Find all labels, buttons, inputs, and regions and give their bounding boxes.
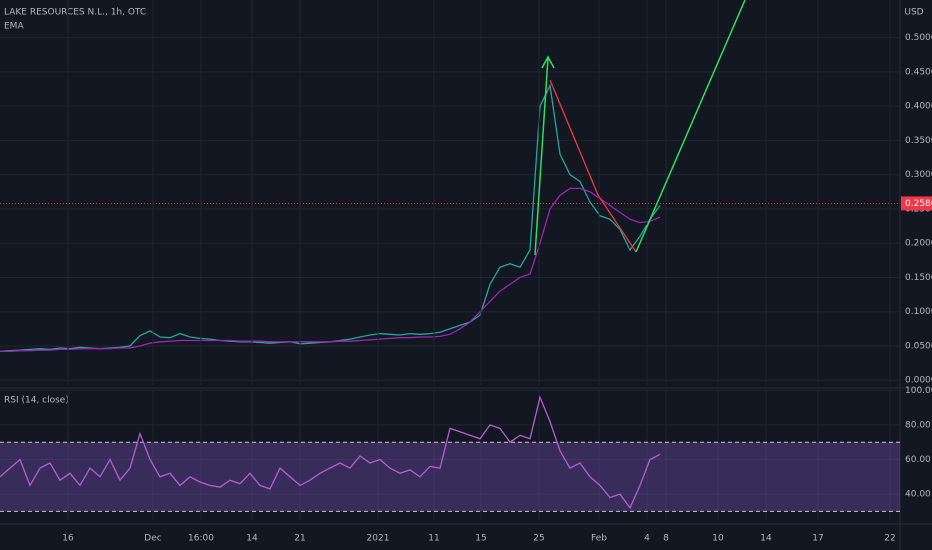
x-tick-label: 8: [663, 534, 669, 544]
axis-unit: USD: [904, 8, 923, 18]
series-line: [0, 395, 661, 510]
x-tick-label: 22: [884, 534, 895, 544]
chart-title: LAKE RESOURCES N.L., 1h, OTC: [4, 8, 146, 18]
x-tick-label: 17: [812, 534, 823, 544]
rsi-label: RSI (14, close): [4, 396, 69, 406]
x-tick-label: 16: [62, 534, 74, 544]
x-tick-label: Dec: [144, 534, 161, 544]
drawings: [534, 0, 746, 256]
x-tick-label: 14: [760, 534, 772, 544]
x-tick-label: 2021: [367, 534, 390, 544]
x-tick-label: 15: [475, 534, 486, 544]
x-tick-label: 14: [246, 534, 258, 544]
y-tick-label: 80.00: [905, 420, 931, 430]
series-line: [0, 187, 661, 353]
trend-line: [534, 57, 549, 256]
rsi-band: [0, 442, 900, 512]
x-tick-label: 11: [428, 534, 439, 544]
indicator-label: EMA: [4, 22, 24, 32]
last-price-label: 0.2580: [905, 199, 932, 209]
x-tick-label: 25: [533, 534, 544, 544]
x-tick-label: 21: [294, 534, 305, 544]
x-tick-label: 10: [712, 534, 724, 544]
x-tick-label: 4: [644, 534, 650, 544]
y-tick-label: 100.00: [905, 386, 932, 396]
y-tick-label: 40.00: [905, 490, 931, 500]
trend-line: [597, 194, 637, 253]
arrow-head: [541, 55, 555, 69]
x-tick-label: Feb: [591, 534, 607, 544]
trend-line: [549, 79, 599, 196]
last-price-box: [901, 196, 932, 211]
y-tick-label: 60.00: [905, 455, 931, 465]
trend-line: [635, 0, 746, 253]
x-tick-label: 16:00: [188, 534, 214, 544]
